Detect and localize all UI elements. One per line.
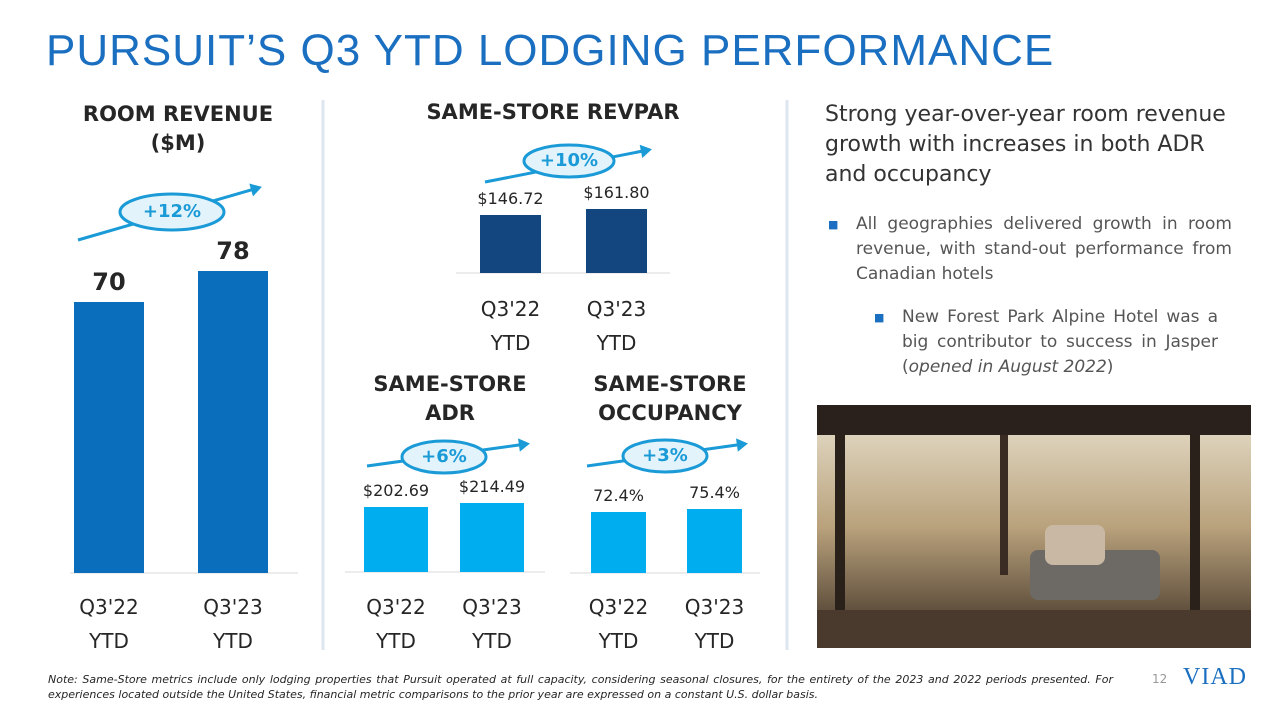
growth-badge [400, 439, 488, 475]
logo: VIAD [1183, 664, 1247, 690]
x-tick-label: Q3'22 YTD [480, 297, 541, 355]
sub-bullet-text: New Forest Park Alpine Hotel was a big c… [902, 307, 1218, 377]
growth-badge [621, 438, 709, 474]
bar [586, 209, 647, 273]
value-label: $202.69 [362, 480, 430, 500]
chart-title: SAME-STORE ADR [373, 372, 527, 425]
chart-title: ROOM REVENUE ($M) [82, 102, 274, 155]
x-tick-label: Q3'22 YTD [588, 595, 649, 653]
bar [480, 215, 541, 273]
value-label: $161.80 [583, 183, 650, 203]
arrow-head [249, 183, 262, 197]
sub-bullet: ■ New Forest Park Alpine Hotel was a big… [874, 307, 1218, 377]
bar [74, 302, 144, 573]
x-tick-label: Q3'23 YTD [203, 595, 263, 653]
value-label: 72.4% [593, 485, 644, 505]
bar [687, 509, 742, 573]
chart-title: SAME-STORE REVPAR [426, 100, 680, 124]
bar [460, 503, 524, 572]
arrow-head [518, 438, 530, 452]
growth-badge [522, 143, 616, 179]
x-tick-label: Q3'22 YTD [366, 595, 426, 653]
bar [364, 506, 428, 572]
value-label: $214.49 [458, 477, 526, 497]
chart-title: SAME-STORE OCCUPANCY [593, 372, 747, 425]
slide-title: PURSUIT’S Q3 YTD LODGING PERFORMANCE [46, 26, 1055, 75]
value-label: 78 [216, 237, 250, 266]
x-tick-label: Q3'23 YTD [586, 297, 647, 355]
growth-badge [118, 192, 226, 232]
value-label: $146.72 [477, 189, 544, 209]
value-label: 75.4% [689, 483, 740, 503]
value-label: 70 [92, 268, 126, 297]
footnote: Note: Same-Store metrics include only lo… [48, 673, 1113, 701]
bar [591, 511, 646, 573]
bullet-text: All geographies delivered growth in room… [856, 214, 1232, 284]
growth-label: +10% [539, 150, 599, 171]
growth-label: +12% [142, 201, 202, 222]
summary-heading: Strong year-over-year room revenue growt… [825, 102, 1226, 187]
x-tick-label: Q3'23 YTD [462, 595, 522, 653]
arrow-head [639, 144, 652, 158]
sub-bullet-italic: opened in August 2022 [908, 357, 1107, 377]
photo [817, 405, 1251, 648]
sub-bullet-text: ) [1106, 357, 1114, 377]
x-tick-label: Q3'22 YTD [79, 595, 139, 653]
growth-label: +3% [642, 445, 688, 466]
arrow-head [735, 438, 748, 452]
bar [198, 271, 268, 573]
growth-label: +6% [421, 446, 467, 467]
bullet: ■ All geographies delivered growth in ro… [828, 212, 1232, 287]
page-number: 12 [1152, 672, 1168, 686]
x-tick-label: Q3'23 YTD [684, 595, 745, 653]
